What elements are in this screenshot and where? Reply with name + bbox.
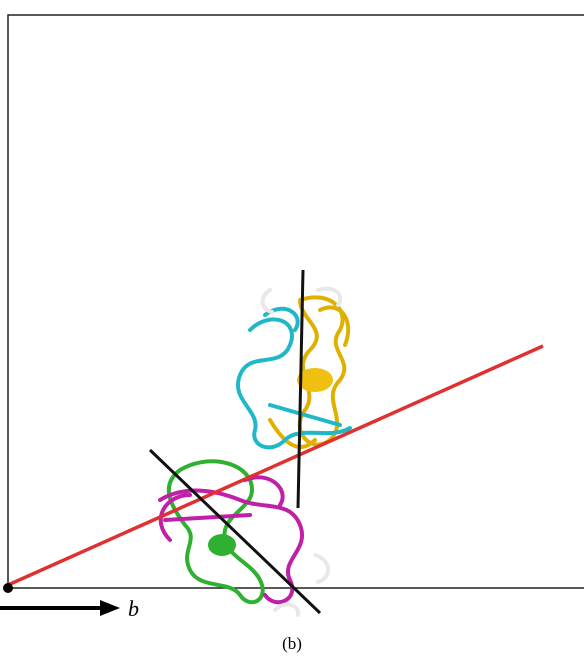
- caption: (b): [282, 634, 302, 653]
- origin: [3, 583, 13, 593]
- helix-gold: [297, 368, 333, 392]
- b-arrow-head: [100, 600, 120, 616]
- unit-cell-box: [8, 15, 584, 588]
- protein-top: [238, 289, 350, 448]
- page: b (b) (() => { const data = JSON.parse(d…: [0, 0, 584, 656]
- red-axis: [8, 346, 543, 585]
- helix-green: [208, 534, 236, 556]
- figure: b (b): [0, 0, 584, 656]
- axis-label: b: [128, 596, 139, 621]
